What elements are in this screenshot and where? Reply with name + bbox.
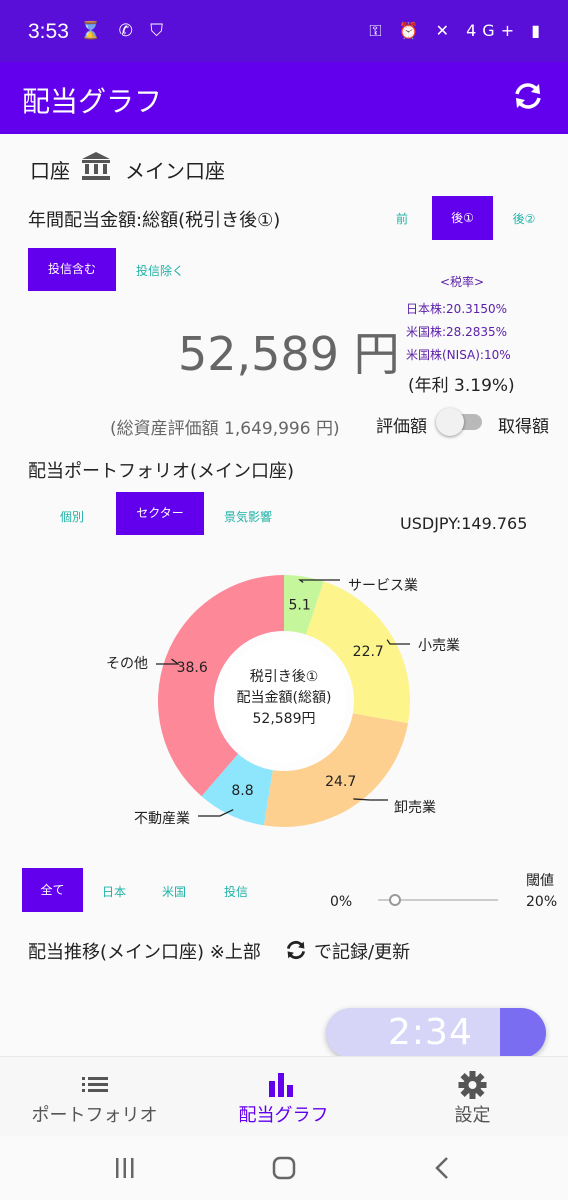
status-icons-right: ⚿ ⏰ ✕ 4G+ ▮ — [369, 21, 546, 40]
nav-portfolio[interactable]: ポートフォリオ — [0, 1057, 189, 1137]
filter-us[interactable]: 米国 — [161, 885, 186, 899]
threshold-slider-knob[interactable] — [389, 894, 401, 906]
slice-category-label: サービス業 — [348, 578, 418, 594]
dividend-heading: 年間配当金額:総額(税引き後①) — [28, 210, 281, 231]
tax-rate-us: 米国株:28.2835% — [406, 325, 508, 339]
slice-leader-line — [298, 579, 340, 584]
sector-donut-chart: 税引き後① 配当金額(総額) 52,589円 5.1 サービス業 22.7 小売業 24… — [106, 575, 460, 827]
slice-value-label: 8.8 — [231, 783, 253, 799]
nav-settings-label: 設定 — [454, 1105, 491, 1126]
floating-timer[interactable]: 2:34 — [326, 1008, 546, 1058]
nav-portfolio-label: ポートフォリオ — [31, 1105, 158, 1126]
tab-sector[interactable]: セクター — [116, 492, 204, 535]
timer-handle[interactable] — [500, 1008, 546, 1058]
donut-slice[interactable] — [263, 713, 409, 827]
status-icons-left: ⌛ ✆ ⛉ — [80, 21, 169, 41]
tax-rate-jp: 日本株:20.3150% — [406, 302, 508, 316]
slice-value-label: 5.1 — [289, 597, 311, 613]
nav-settings[interactable]: 設定 — [378, 1057, 567, 1137]
tab-economic[interactable]: 景気影響 — [223, 510, 272, 524]
slice-leader-line — [198, 809, 234, 817]
filter-fund[interactable]: 投信 — [223, 885, 248, 899]
slice-leader-line — [156, 658, 180, 665]
tab-before[interactable]: 前 — [395, 212, 408, 226]
tab-individual[interactable]: 個別 — [59, 510, 84, 524]
bar-chart-icon — [269, 1073, 293, 1097]
tax-rate-title: <税率> — [440, 275, 485, 289]
threshold-min: 0% — [330, 894, 353, 910]
fx-rate: USDJPY:149.765 — [400, 514, 528, 533]
account-name[interactable]: メイン口座 — [125, 159, 225, 183]
donut-center-line2: 配当金額(総額) — [237, 690, 332, 706]
donut-slice[interactable] — [284, 575, 324, 635]
timer-value: 2:34 — [388, 1012, 473, 1053]
sync-icon — [286, 940, 306, 960]
home-icon[interactable] — [272, 1156, 296, 1180]
gear-icon — [458, 1071, 487, 1099]
annual-yield: (年利 3.19%) — [408, 376, 515, 396]
donut-center-line1: 税引き後① — [250, 669, 319, 685]
donut-slice[interactable] — [306, 581, 411, 724]
tab-after-2[interactable]: 後② — [512, 212, 536, 226]
donut-slice[interactable] — [157, 575, 284, 797]
threshold-label: 閾値 — [526, 873, 554, 889]
filter-all[interactable]: 全て — [22, 868, 83, 912]
history-suffix: で記録/更新 — [314, 942, 411, 963]
slice-category-label: その他 — [106, 656, 148, 672]
history-heading: 配当推移(メイン口座) ※上部 — [28, 942, 261, 963]
nav-dividend-graph[interactable]: 配当グラフ — [189, 1057, 378, 1137]
toggle-right-label: 取得額 — [498, 417, 549, 437]
nav-dividend-graph-label: 配当グラフ — [238, 1105, 329, 1126]
valuation-toggle-knob[interactable] — [436, 408, 464, 436]
slice-value-label: 24.7 — [325, 774, 356, 790]
filter-japan[interactable]: 日本 — [101, 885, 126, 899]
back-icon[interactable] — [434, 1156, 450, 1180]
include-fund-button[interactable]: 投信含む — [28, 248, 116, 291]
threshold-max: 20% — [526, 894, 558, 910]
donut-center — [222, 639, 346, 763]
total-assets: (総資産評価額 1,649,996 円) — [110, 419, 340, 439]
system-nav — [0, 1136, 568, 1200]
refresh-icon[interactable] — [508, 76, 548, 116]
tab-after-1[interactable]: 後① — [432, 196, 493, 240]
toggle-left-label: 評価額 — [376, 417, 427, 437]
tax-rate-nisa: 米国株(NISA):10% — [406, 348, 511, 362]
app-bar: 配当グラフ — [0, 62, 568, 134]
exclude-fund-button[interactable]: 投信除く — [135, 264, 184, 278]
donut-slice[interactable] — [201, 753, 273, 826]
status-bar: 3:53 ⌛ ✆ ⛉ ⚿ ⏰ ✕ 4G+ ▮ — [0, 0, 568, 62]
account-label: 口座 — [30, 159, 70, 183]
slice-value-label: 22.7 — [353, 644, 384, 660]
slice-value-label: 38.6 — [177, 660, 208, 676]
slice-leader-line — [353, 798, 388, 801]
slice-category-label: 卸売業 — [394, 800, 436, 816]
slice-category-label: 小売業 — [418, 638, 460, 654]
slice-category-label: 不動産業 — [134, 811, 190, 827]
recent-apps-icon[interactable] — [114, 1158, 136, 1178]
portfolio-heading: 配当ポートフォリオ(メイン口座) — [28, 461, 295, 482]
dividend-amount: 52,589 円 — [178, 327, 400, 381]
threshold-slider[interactable] — [378, 899, 498, 901]
slice-leader-line — [386, 639, 410, 645]
app-title: 配当グラフ — [22, 85, 163, 118]
list-icon — [82, 1077, 108, 1092]
bank-icon — [82, 152, 110, 180]
status-time: 3:53 — [28, 20, 69, 43]
donut-center-line3: 52,589円 — [253, 711, 316, 727]
bottom-nav: ポートフォリオ 配当グラフ 設 — [0, 1056, 568, 1137]
